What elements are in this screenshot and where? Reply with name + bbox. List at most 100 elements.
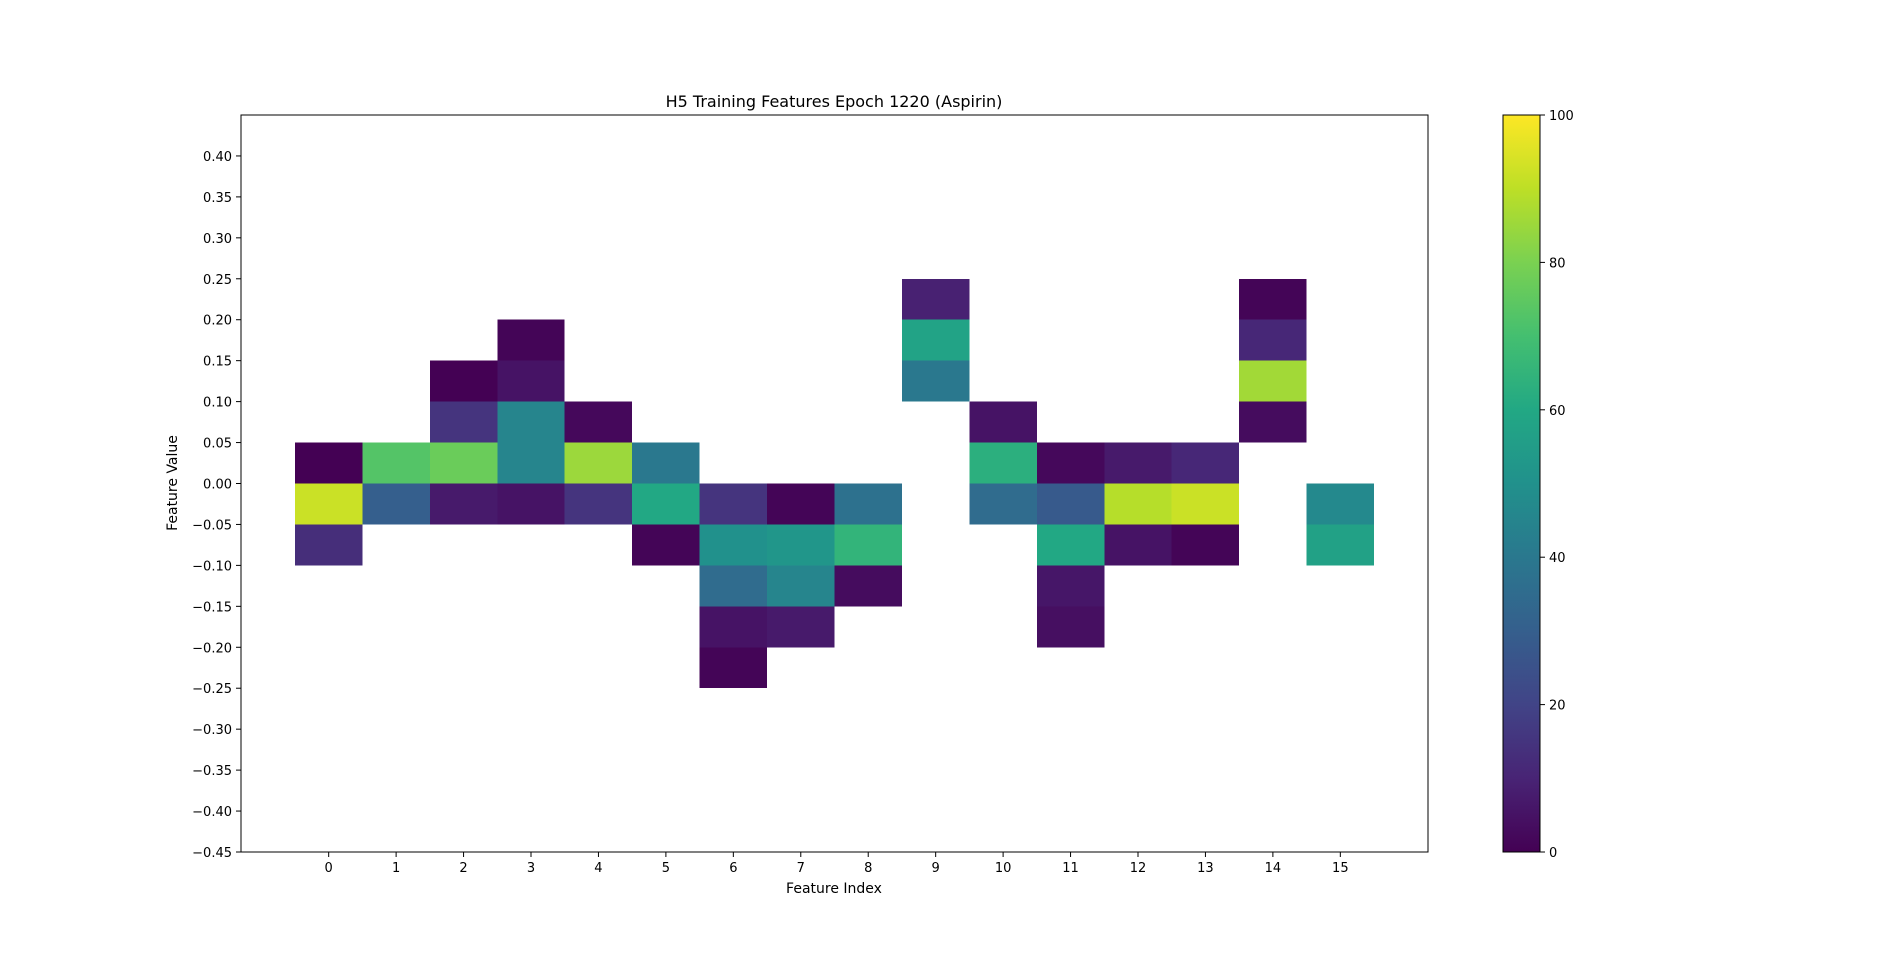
y-tick-label: −0.25 (192, 682, 232, 697)
heatmap-cell (699, 524, 768, 566)
heatmap-cell (699, 565, 768, 607)
heatmap-cell (294, 524, 363, 566)
heatmap-cell (497, 483, 565, 525)
x-tick-label: 8 (864, 861, 872, 876)
heatmap-cell (699, 647, 768, 689)
colorbar-tick-label: 20 (1549, 699, 1566, 714)
heatmap-cell (497, 319, 565, 361)
y-tick-label: 0.20 (203, 314, 232, 329)
heatmap-cell (901, 360, 970, 402)
x-tick-label: 6 (729, 861, 737, 876)
colorbar-ticks: 0 20 40 60 80 100 (1540, 109, 1574, 861)
heatmap-cell (1239, 360, 1307, 402)
heatmap-cell (294, 442, 363, 484)
y-axis-ticks: 0.40 0.35 0.30 0.25 0.20 0.15 0.10 0.05 0.00 −0.0… (192, 150, 241, 861)
heatmap-cell (1171, 483, 1240, 525)
y-tick-label: −0.20 (192, 641, 232, 656)
heatmap-cell (497, 401, 565, 443)
y-tick-label: 0.10 (203, 396, 232, 411)
chart-title: H5 Training Features Epoch 1220 (Aspirin… (666, 92, 1003, 111)
colorbar-tick-label: 80 (1549, 256, 1566, 271)
heatmap-cell (429, 401, 498, 443)
colorbar-tick-label: 60 (1549, 404, 1566, 419)
heatmap-cell (1239, 278, 1307, 320)
x-tick-label: 0 (325, 861, 333, 876)
y-tick-label: 0.25 (203, 273, 232, 288)
y-tick-label: −0.10 (192, 559, 232, 574)
y-tick-label: −0.30 (192, 723, 232, 738)
heatmap-cell (1036, 606, 1105, 648)
heatmap-cell (362, 442, 430, 484)
heatmap-cell (699, 483, 768, 525)
x-tick-label: 5 (662, 861, 670, 876)
heatmap-cell (767, 483, 835, 525)
heatmap-cell (699, 606, 768, 648)
heatmap-cell (564, 401, 633, 443)
colorbar-tick-label: 40 (1549, 551, 1566, 566)
x-axis-label: Feature Index (786, 881, 882, 897)
heatmap-cell (1171, 442, 1240, 484)
colorbar-tick-label: 100 (1549, 109, 1574, 124)
y-tick-label: −0.40 (192, 805, 232, 820)
y-tick-label: 0.00 (203, 478, 232, 493)
heatmap-cell (834, 565, 902, 607)
heatmap-cell (1036, 565, 1105, 607)
heatmap-cell (1104, 483, 1172, 525)
x-tick-label: 10 (995, 861, 1012, 876)
x-tick-label: 3 (527, 861, 535, 876)
x-tick-label: 11 (1062, 861, 1079, 876)
heatmap-cell (429, 442, 498, 484)
x-tick-label: 4 (594, 861, 602, 876)
heatmap-cell (901, 319, 970, 361)
heatmap-cell (294, 483, 363, 525)
heatmap-cell (1239, 319, 1307, 361)
heatmap-cell (632, 442, 700, 484)
y-tick-label: 0.35 (203, 191, 232, 206)
x-tick-label: 14 (1265, 861, 1282, 876)
heatmap-cell (969, 401, 1037, 443)
x-axis-ticks: 0 1 2 3 4 5 6 7 8 9 10 11 12 13 14 15 (325, 852, 1349, 876)
y-tick-label: 0.40 (203, 150, 232, 165)
heatmap-cell (362, 483, 430, 525)
heatmap-cell (1239, 401, 1307, 443)
heatmap-cell (834, 524, 902, 566)
heatmap-cell (969, 483, 1037, 525)
y-tick-label: −0.35 (192, 764, 232, 779)
y-tick-label: 0.30 (203, 232, 232, 247)
heatmap-cell (632, 483, 700, 525)
x-tick-label: 7 (797, 861, 805, 876)
heatmap-cell (1036, 483, 1105, 525)
heatmap-cell (497, 360, 565, 402)
y-tick-label: −0.05 (192, 518, 232, 533)
heatmap-cell (564, 442, 633, 484)
heatmap-cell (1171, 524, 1240, 566)
heatmap-cell (632, 524, 700, 566)
heatmap-cell (1306, 524, 1375, 566)
heatmap-cell (564, 483, 633, 525)
heatmap-cell (834, 483, 902, 525)
x-tick-label: 9 (932, 861, 940, 876)
heatmap-cell (1036, 442, 1105, 484)
heatmap-cell (1036, 524, 1105, 566)
x-tick-label: 12 (1130, 861, 1147, 876)
x-tick-label: 15 (1332, 861, 1349, 876)
y-tick-label: −0.45 (192, 846, 232, 861)
colorbar-tick-label: 0 (1549, 846, 1557, 861)
y-tick-label: 0.15 (203, 355, 232, 370)
heatmap-cell (1306, 483, 1375, 525)
heatmap-cell (429, 360, 498, 402)
x-tick-label: 2 (459, 861, 467, 876)
heatmap-cell (767, 606, 835, 648)
x-tick-label: 13 (1197, 861, 1214, 876)
heatmap-cell (429, 483, 498, 525)
colorbar (1502, 114, 1541, 853)
y-tick-label: −0.15 (192, 600, 232, 615)
heatmap-cell (1104, 442, 1172, 484)
heatmap-cell (1104, 524, 1172, 566)
heatmap-cell (901, 278, 970, 320)
heatmap-cell (767, 524, 835, 566)
heatmap-cell (767, 565, 835, 607)
y-axis-label: Feature Value (165, 435, 181, 531)
